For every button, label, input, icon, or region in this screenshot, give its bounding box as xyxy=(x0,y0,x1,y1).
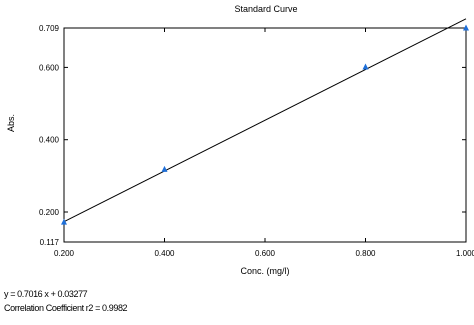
data-point xyxy=(362,63,369,70)
data-point xyxy=(61,218,67,225)
regression-line xyxy=(63,18,467,223)
y-axis: 0.117 0.200 0.400 0.600 0.709 xyxy=(39,24,466,247)
x-tick-label: 0.600 xyxy=(255,249,276,258)
x-tick-label: 0.800 xyxy=(355,249,376,258)
regression-equation: y = 0.7016 x + 0.03277 xyxy=(4,289,88,299)
x-axis: 0.200 0.400 0.600 0.800 1.000 xyxy=(54,28,474,258)
correlation-coefficient: Correlation Coefficient r2 = 0.9982 xyxy=(4,303,128,313)
x-axis-label: Conc. (mg/l) xyxy=(240,266,289,276)
data-points xyxy=(61,24,469,225)
chart-title: Standard Curve xyxy=(234,4,297,14)
y-tick-label: 0.709 xyxy=(39,24,60,33)
x-tick-label: 0.400 xyxy=(154,249,175,258)
plot-area xyxy=(63,27,467,243)
y-tick-label: 0.600 xyxy=(39,63,60,72)
y-tick-label: 0.200 xyxy=(39,208,60,217)
y-tick-label: 0.400 xyxy=(39,136,60,145)
data-point xyxy=(463,24,469,31)
x-tick-label: 0.200 xyxy=(54,249,75,258)
y-axis-label: Abs. xyxy=(6,114,16,132)
x-tick-label: 1.000 xyxy=(456,249,474,258)
y-tick-label: 0.117 xyxy=(40,238,60,247)
data-point xyxy=(161,165,168,172)
